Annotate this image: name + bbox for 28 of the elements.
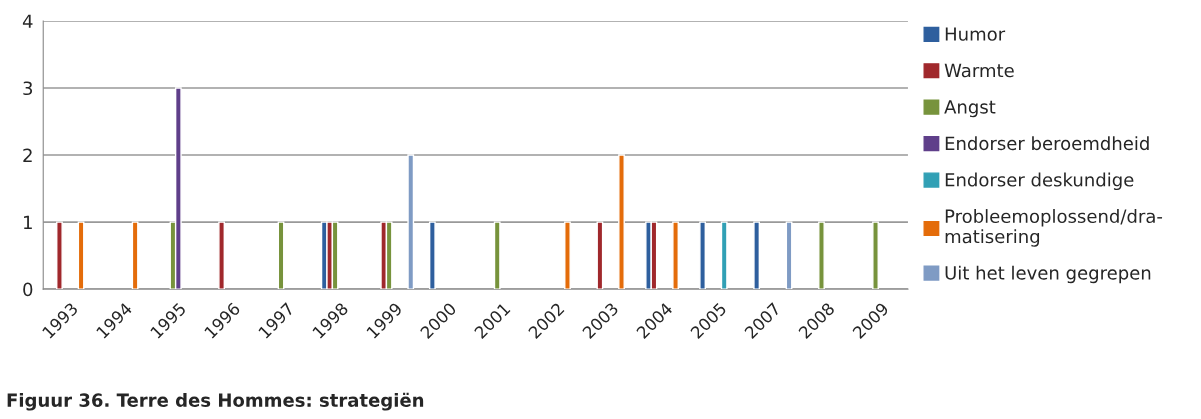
bar (218, 221, 225, 290)
bar (131, 221, 139, 290)
bar (872, 221, 879, 290)
legend-label: Humor (945, 27, 1006, 41)
bar (672, 221, 679, 290)
legend-label: Uit het leven gegrepen (945, 265, 1151, 284)
legend-label: Warmte (944, 63, 1014, 78)
bar (174, 87, 182, 290)
bar (618, 154, 625, 290)
bar (818, 221, 825, 290)
y-tick-label: 4 (22, 14, 33, 28)
legend-label: Endorser beroemdheid (945, 136, 1149, 151)
text: Figuur 36. Terre des Hommes: strategiën (7, 392, 424, 411)
y-tick-label: 1 (24, 215, 32, 229)
bar (407, 154, 415, 290)
legend-label: Probleemoplossend/dra- matisering (945, 209, 1163, 247)
bar (564, 221, 571, 290)
bar (428, 221, 436, 290)
legend-label: Angst (944, 100, 996, 118)
bar (753, 221, 761, 290)
y-tick-label: 0 (23, 282, 33, 297)
y-tick-label: 3 (23, 81, 33, 96)
legend-label: Endorser deskundige (945, 172, 1134, 191)
y-tick-label: 2 (23, 148, 32, 162)
bar (720, 221, 728, 290)
bar (56, 221, 63, 290)
bar (699, 221, 706, 290)
bar (493, 221, 501, 290)
